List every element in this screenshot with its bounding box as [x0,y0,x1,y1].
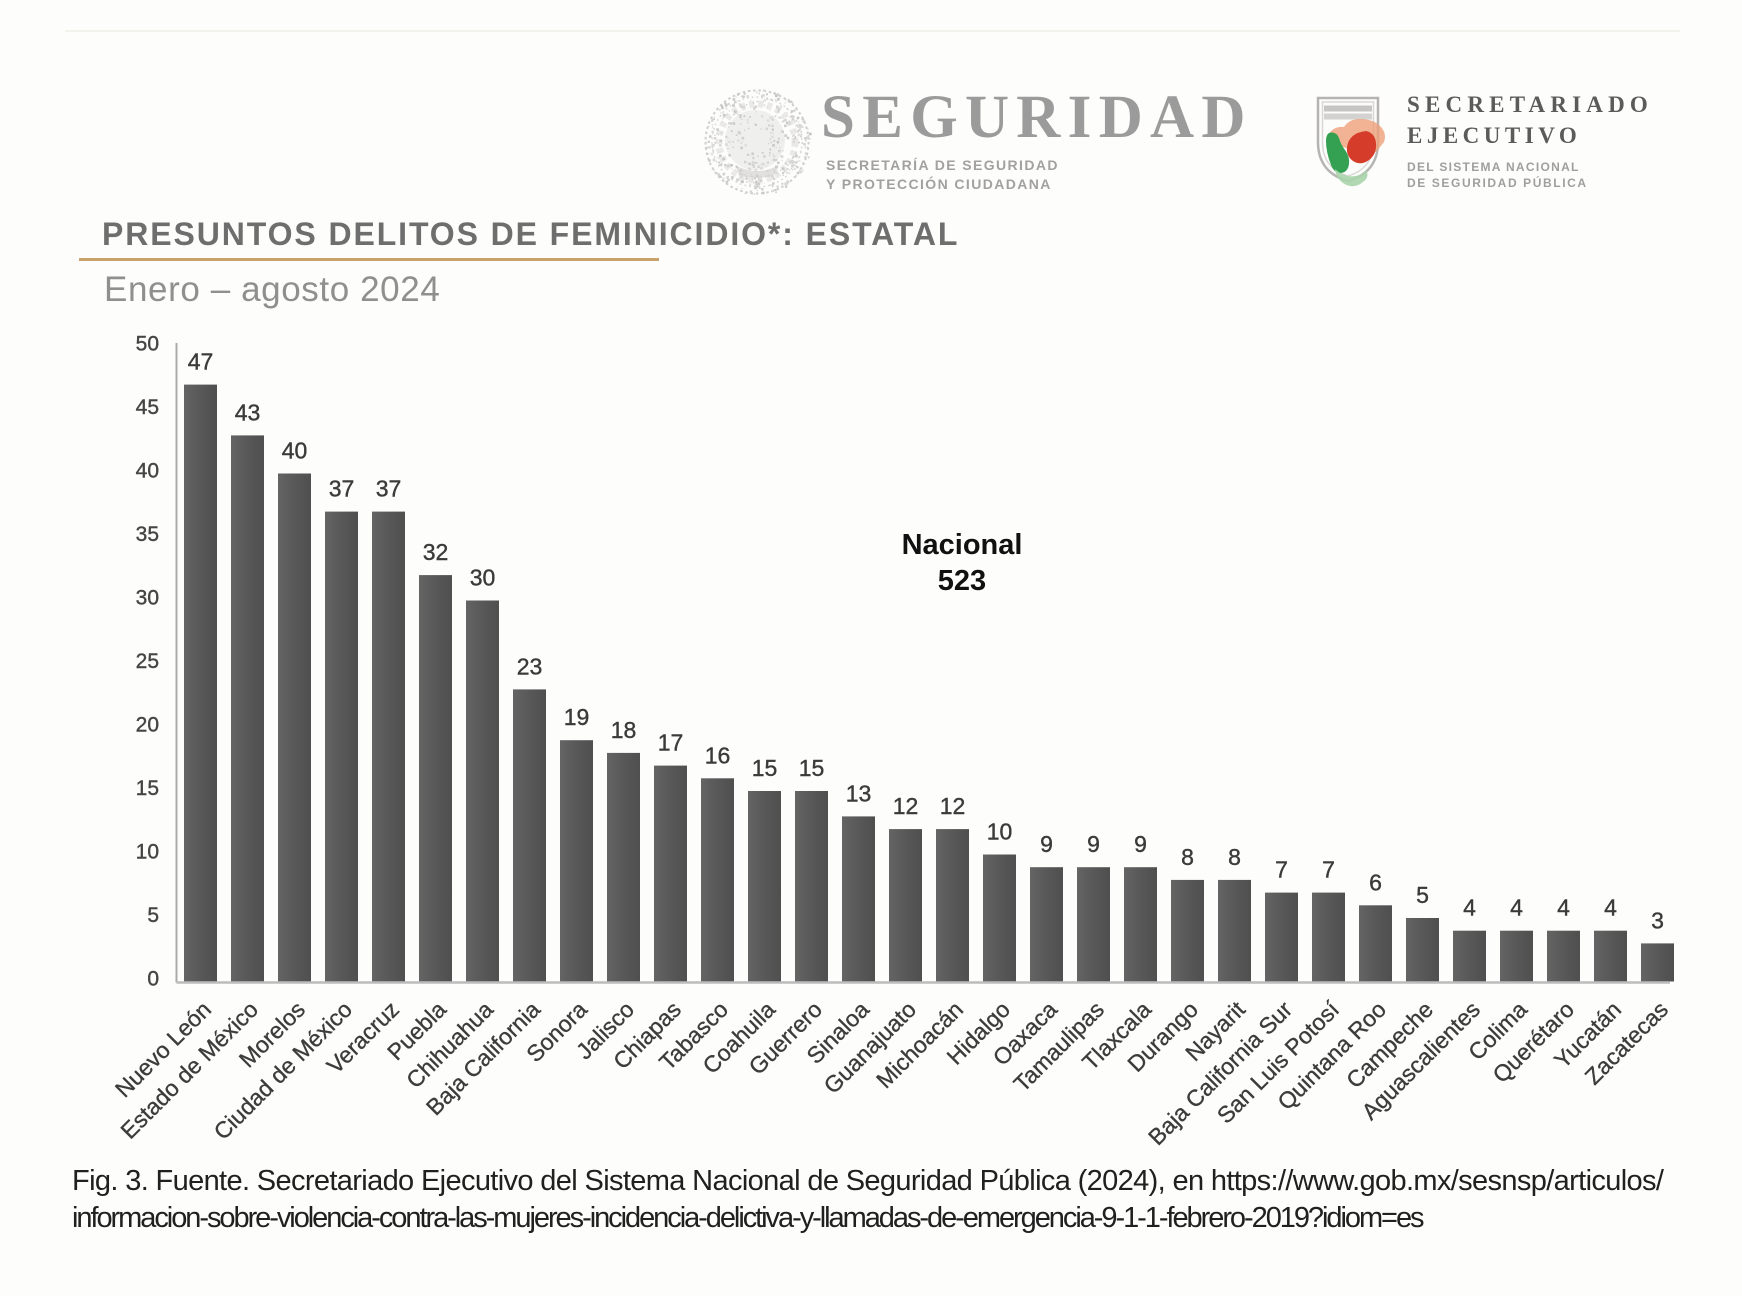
svg-text:32: 32 [423,539,449,565]
svg-text:0: 0 [147,968,159,991]
svg-text:16: 16 [705,742,731,768]
svg-text:7: 7 [1275,857,1288,883]
svg-text:12: 12 [940,793,966,819]
svg-text:17: 17 [658,730,684,756]
svg-text:4: 4 [1510,895,1523,921]
svg-text:10: 10 [136,841,159,864]
svg-text:7: 7 [1322,857,1335,883]
svg-text:40: 40 [282,438,308,464]
svg-text:30: 30 [136,587,159,610]
svg-text:15: 15 [752,755,778,781]
svg-text:40: 40 [136,460,159,483]
svg-text:15: 15 [799,755,825,781]
svg-text:47: 47 [188,349,214,375]
svg-text:13: 13 [846,780,872,806]
svg-text:5: 5 [1416,882,1429,908]
svg-text:37: 37 [329,476,355,502]
svg-text:15: 15 [136,777,159,800]
svg-text:25: 25 [136,650,159,673]
svg-text:12: 12 [893,793,919,819]
svg-text:35: 35 [136,523,159,546]
svg-text:4: 4 [1557,895,1570,921]
svg-text:9: 9 [1134,831,1147,857]
svg-text:5: 5 [147,904,159,927]
svg-text:8: 8 [1228,844,1241,870]
svg-text:4: 4 [1463,895,1476,921]
svg-text:18: 18 [611,717,637,743]
svg-text:9: 9 [1087,831,1100,857]
svg-text:19: 19 [564,704,590,730]
svg-text:9: 9 [1040,831,1053,857]
svg-text:43: 43 [235,399,261,425]
svg-text:4: 4 [1604,895,1617,921]
svg-text:3: 3 [1651,907,1664,933]
svg-text:10: 10 [987,819,1013,845]
svg-text:37: 37 [376,476,402,502]
svg-text:523: 523 [938,565,986,597]
svg-text:20: 20 [136,714,159,737]
svg-text:50: 50 [136,333,159,356]
svg-text:8: 8 [1181,844,1194,870]
svg-text:30: 30 [470,565,496,591]
svg-text:Nacional: Nacional [902,529,1023,561]
svg-text:6: 6 [1369,869,1382,895]
svg-text:23: 23 [517,653,543,679]
svg-text:45: 45 [136,396,159,419]
